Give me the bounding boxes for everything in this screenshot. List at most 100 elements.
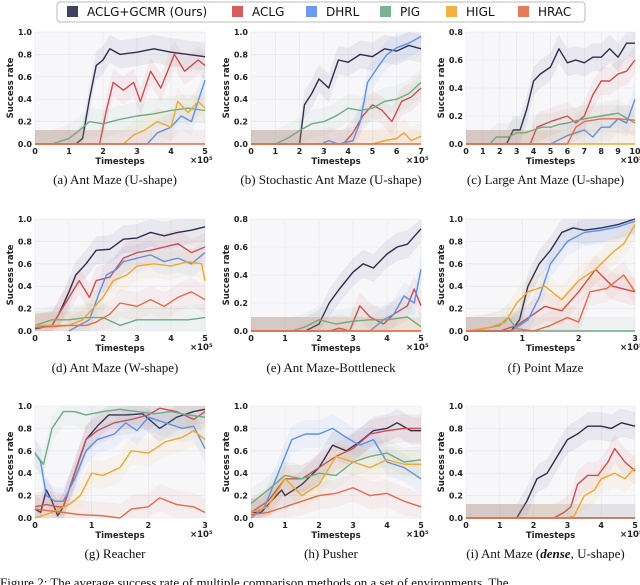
x-tick-label: 2 xyxy=(100,147,106,156)
x-tick-label: 4 xyxy=(168,147,174,156)
y-tick-label: 0.4 xyxy=(234,95,249,104)
series-line xyxy=(466,447,636,519)
x-tick-label: 4 xyxy=(168,334,174,343)
x-tick-label: 2 xyxy=(316,334,322,343)
y-tick-label: 0.8 xyxy=(234,424,249,433)
y-tick-label: 0.2 xyxy=(234,299,248,308)
series-band xyxy=(251,303,421,331)
series-line xyxy=(68,252,206,332)
series-band xyxy=(466,99,635,144)
series-band xyxy=(251,442,421,518)
subplot-caption: (f) Point Maze xyxy=(508,360,584,375)
y-tick-label: 0.2 xyxy=(449,112,463,121)
y-tick-label: 0.0 xyxy=(449,140,464,149)
y-tick-label: 0.2 xyxy=(449,305,463,314)
series-line xyxy=(34,497,206,519)
legend-swatch xyxy=(380,6,391,17)
legend-item: PIG xyxy=(380,5,420,19)
x-axis-scale: ×10⁵ xyxy=(620,343,640,353)
subplot-caption: (a) Ant Maze (U-shape) xyxy=(53,172,177,187)
series-line xyxy=(35,48,206,145)
x-tick-label: 1 xyxy=(520,334,526,343)
x-axis-label: Timesteps xyxy=(526,344,575,354)
series-band xyxy=(35,34,205,144)
series-line xyxy=(34,226,206,330)
x-tick-label: 0 xyxy=(32,521,38,530)
x-axis-label: Timesteps xyxy=(95,344,144,354)
x-tick-label: 1 xyxy=(282,334,288,343)
y-tick-label: 0.6 xyxy=(18,260,33,269)
y-tick-label: 1.0 xyxy=(234,28,249,37)
series-band xyxy=(466,434,635,518)
y-tick-label: 0.8 xyxy=(234,215,249,224)
series-band xyxy=(251,439,421,518)
x-axis-label: Timesteps xyxy=(526,157,575,167)
series-band xyxy=(251,275,421,331)
figure-caption: Figure 2: The average success rate of mu… xyxy=(0,575,509,585)
series-line xyxy=(466,220,636,332)
legend-swatch xyxy=(232,6,243,17)
series-line xyxy=(251,422,421,514)
subplot: 0 1 2 3 4 5 0.0 0.2 0.4 0.6 0.8 1.0 Timesteps ×10⁵ Suc… xyxy=(222,402,429,561)
series-band xyxy=(466,261,635,331)
series-band xyxy=(251,255,421,331)
series-band xyxy=(466,453,635,518)
plot-area xyxy=(35,406,205,518)
series-band xyxy=(251,317,421,331)
x-tick-label: 3 xyxy=(202,521,208,530)
y-tick-label: 0.2 xyxy=(234,118,248,127)
x-tick-label: 1 xyxy=(66,334,72,343)
y-tick-label: 0.0 xyxy=(18,514,33,523)
subplot: 0 1 2 3 4 5 6 7 8 9 10 0.0 0.2 0.4 0.6 0.8 Timesteps ×10⁵… xyxy=(437,28,640,187)
y-tick-label: 0.0 xyxy=(449,514,464,523)
series-band xyxy=(35,406,205,516)
caption-part: , U-shape) xyxy=(571,546,625,561)
x-tick-label: 5 xyxy=(202,334,208,343)
x-tick-label: 7 xyxy=(418,147,424,156)
series-band xyxy=(35,303,205,331)
x-axis-scale: ×10⁵ xyxy=(406,156,429,166)
series-line xyxy=(465,224,636,332)
subplot: 0 1 2 3 0.0 0.2 0.4 0.6 0.8 1.0 Timesteps ×10⁵ Succe… xyxy=(6,402,213,561)
y-tick-label: 0.8 xyxy=(234,50,249,59)
series-band xyxy=(35,247,205,331)
x-tick-label: 5 xyxy=(418,334,424,343)
series-band xyxy=(466,504,635,518)
series-band xyxy=(466,303,635,331)
series-line xyxy=(466,112,636,145)
series-line xyxy=(250,452,422,504)
y-axis-label: Success rate xyxy=(222,244,232,305)
legend-label: HIGL xyxy=(466,5,495,19)
x-tick-label: 7 xyxy=(582,147,588,156)
x-tick-label: 1 xyxy=(89,521,95,530)
x-axis-scale: ×10⁵ xyxy=(190,530,213,540)
y-axis-label: Success rate xyxy=(437,244,447,305)
series-line xyxy=(466,118,636,145)
series-line xyxy=(250,455,421,514)
x-axis-label: Timesteps xyxy=(95,531,144,541)
series-band xyxy=(35,87,205,144)
x-axis-scale: ×10⁵ xyxy=(620,156,640,166)
x-tick-label: 8 xyxy=(598,147,604,156)
x-axis-label: Timesteps xyxy=(311,157,360,167)
series-line xyxy=(34,408,206,465)
series-line xyxy=(466,422,636,519)
series-band xyxy=(466,219,635,331)
y-tick-label: 0.8 xyxy=(449,28,464,37)
series-band xyxy=(251,219,421,331)
x-tick-label: 6 xyxy=(394,147,400,156)
y-tick-label: 0.8 xyxy=(18,424,33,433)
x-axis-scale: ×10⁵ xyxy=(406,343,429,353)
series-band xyxy=(251,414,421,518)
x-tick-label: 2 xyxy=(316,521,322,530)
y-tick-label: 0.0 xyxy=(234,327,249,336)
y-tick-label: 1.0 xyxy=(18,402,33,411)
legend-label: ACLG xyxy=(252,5,284,19)
x-tick-label: 1 xyxy=(66,147,72,156)
x-tick-label: 2 xyxy=(100,334,106,343)
y-tick-label: 0.2 xyxy=(18,305,32,314)
y-tick-label: 0.4 xyxy=(234,469,249,478)
series-band xyxy=(35,66,205,144)
series-band xyxy=(251,130,421,144)
x-tick-label: 0 xyxy=(463,147,469,156)
